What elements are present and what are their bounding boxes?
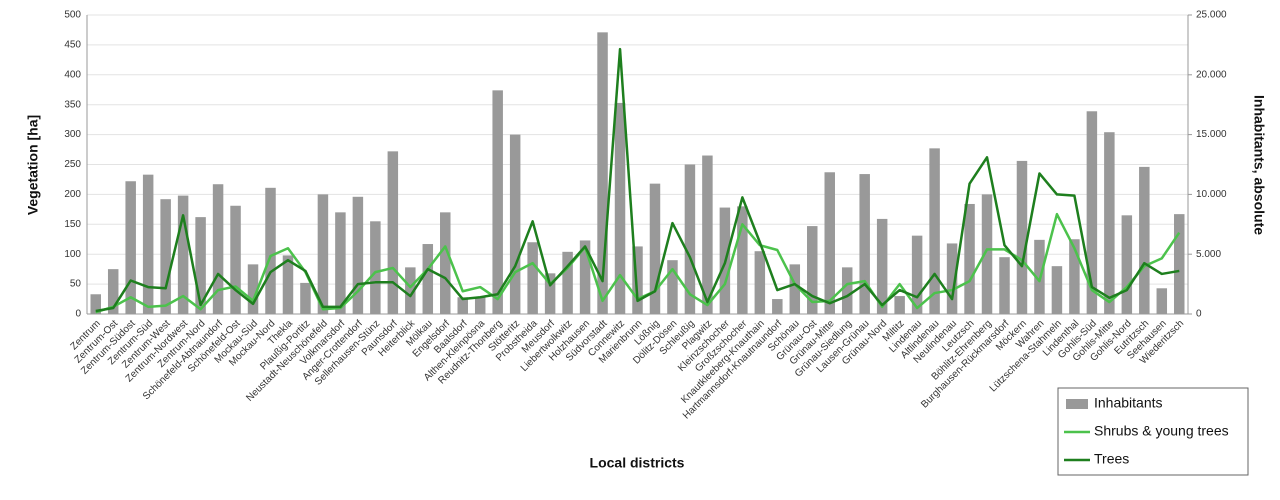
bar	[632, 246, 643, 314]
y-tick-label: 500	[64, 10, 81, 21]
y-tick-label: 150	[64, 219, 81, 230]
bar	[999, 257, 1010, 314]
bar	[946, 243, 958, 314]
bar	[90, 294, 101, 314]
y2-tick-label: 15.000	[1196, 129, 1227, 140]
bar	[911, 235, 923, 314]
bar	[807, 226, 818, 314]
legend-swatch	[1066, 399, 1088, 409]
bar	[474, 297, 486, 314]
bar	[177, 195, 189, 314]
bar	[247, 264, 259, 314]
bar	[684, 164, 696, 314]
bar	[422, 244, 434, 314]
bar	[1121, 215, 1133, 314]
bar	[981, 194, 993, 314]
y2-tick-label: 25.000	[1196, 10, 1227, 21]
bar	[772, 299, 783, 314]
bar	[824, 172, 835, 314]
y-tick-label: 50	[70, 279, 82, 290]
y-tick-label: 350	[64, 99, 81, 110]
line	[95, 47, 1180, 313]
bar	[440, 212, 451, 314]
bar	[107, 269, 119, 314]
legend-label: Shrubs & young trees	[1094, 423, 1229, 439]
bar	[1156, 288, 1168, 314]
y2-tick-label: 0	[1196, 309, 1202, 320]
legend-label: Trees	[1094, 451, 1129, 467]
bar	[265, 187, 276, 314]
legend-label: Inhabitants	[1094, 395, 1163, 411]
bar	[300, 282, 311, 314]
bar	[876, 218, 888, 314]
legend: Inhabitants Shrubs & young trees Trees	[1057, 387, 1249, 476]
bar	[457, 297, 468, 314]
bar	[597, 32, 608, 314]
bar	[335, 212, 346, 314]
bar	[841, 267, 853, 314]
bar	[282, 255, 294, 314]
bar	[1139, 166, 1150, 314]
bar	[929, 148, 940, 314]
bar	[789, 264, 801, 314]
bar	[579, 240, 591, 314]
y-tick-label: 450	[64, 40, 81, 51]
bar	[562, 251, 573, 314]
bar	[1174, 214, 1185, 314]
bar	[317, 194, 329, 314]
bar	[859, 174, 870, 314]
bar	[667, 260, 678, 314]
y-tick-label: 0	[75, 309, 81, 320]
y2-tick-label: 10.000	[1196, 189, 1227, 200]
bar	[1104, 132, 1115, 314]
bar	[492, 90, 503, 315]
bar	[352, 196, 364, 314]
bar	[614, 102, 626, 314]
y-tick-label: 200	[64, 189, 81, 200]
bar	[737, 206, 748, 314]
bar	[894, 296, 905, 314]
bar	[1086, 111, 1098, 314]
bar	[1051, 266, 1063, 314]
bar	[405, 267, 416, 314]
bar	[754, 251, 766, 314]
y-tick-label: 400	[64, 69, 81, 80]
y-tick-label: 250	[64, 159, 81, 170]
bar	[230, 205, 241, 314]
bar	[1016, 160, 1028, 314]
y-axis-title: Vegetation [ha]	[25, 115, 41, 215]
bar	[370, 221, 381, 314]
y2-tick-label: 20.000	[1196, 69, 1227, 80]
bar	[1069, 239, 1080, 314]
bar	[527, 242, 538, 314]
y2-axis-title: Inhabitants, absolute	[1251, 95, 1267, 235]
bar	[387, 151, 399, 314]
bar	[160, 199, 171, 314]
y-tick-label: 300	[64, 129, 81, 140]
bar	[142, 174, 154, 314]
bar	[509, 134, 521, 314]
bar	[964, 203, 975, 314]
bar	[544, 273, 556, 314]
x-axis-title: Local districts	[590, 455, 685, 471]
bar	[702, 155, 713, 314]
y2-tick-label: 5.000	[1196, 249, 1221, 260]
bar	[125, 181, 136, 314]
bar	[195, 217, 206, 314]
bar	[212, 184, 224, 314]
bar	[649, 183, 661, 314]
y-tick-label: 100	[64, 249, 81, 260]
